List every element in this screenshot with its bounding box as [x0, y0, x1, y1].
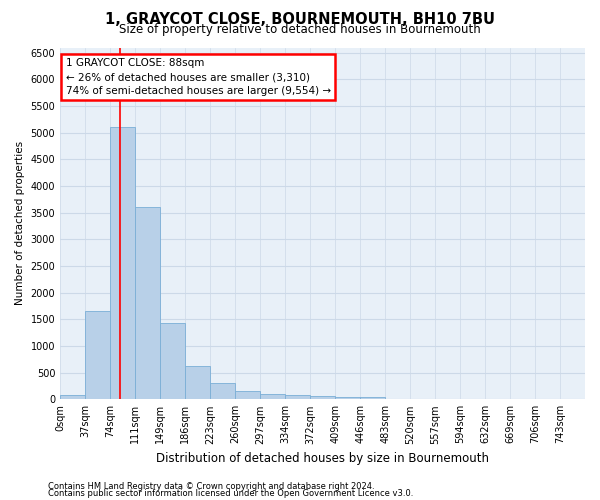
Bar: [335, 396, 360, 400]
Bar: [210, 384, 235, 400]
Bar: [260, 394, 285, 400]
Bar: [160, 323, 185, 400]
Bar: [310, 396, 335, 400]
Text: Contains public sector information licensed under the Open Government Licence v3: Contains public sector information licen…: [48, 489, 413, 498]
Bar: [60, 396, 85, 400]
Bar: [285, 396, 310, 400]
Bar: [235, 392, 260, 400]
Text: 1, GRAYCOT CLOSE, BOURNEMOUTH, BH10 7BU: 1, GRAYCOT CLOSE, BOURNEMOUTH, BH10 7BU: [105, 12, 495, 28]
Text: 1 GRAYCOT CLOSE: 88sqm
← 26% of detached houses are smaller (3,310)
74% of semi-: 1 GRAYCOT CLOSE: 88sqm ← 26% of detached…: [65, 58, 331, 96]
X-axis label: Distribution of detached houses by size in Bournemouth: Distribution of detached houses by size …: [156, 452, 489, 465]
Bar: [360, 396, 385, 400]
Bar: [85, 312, 110, 400]
Bar: [135, 208, 160, 400]
Bar: [185, 366, 210, 400]
Bar: [110, 128, 135, 400]
Text: Contains HM Land Registry data © Crown copyright and database right 2024.: Contains HM Land Registry data © Crown c…: [48, 482, 374, 491]
Y-axis label: Number of detached properties: Number of detached properties: [15, 142, 25, 306]
Text: Size of property relative to detached houses in Bournemouth: Size of property relative to detached ho…: [119, 22, 481, 36]
